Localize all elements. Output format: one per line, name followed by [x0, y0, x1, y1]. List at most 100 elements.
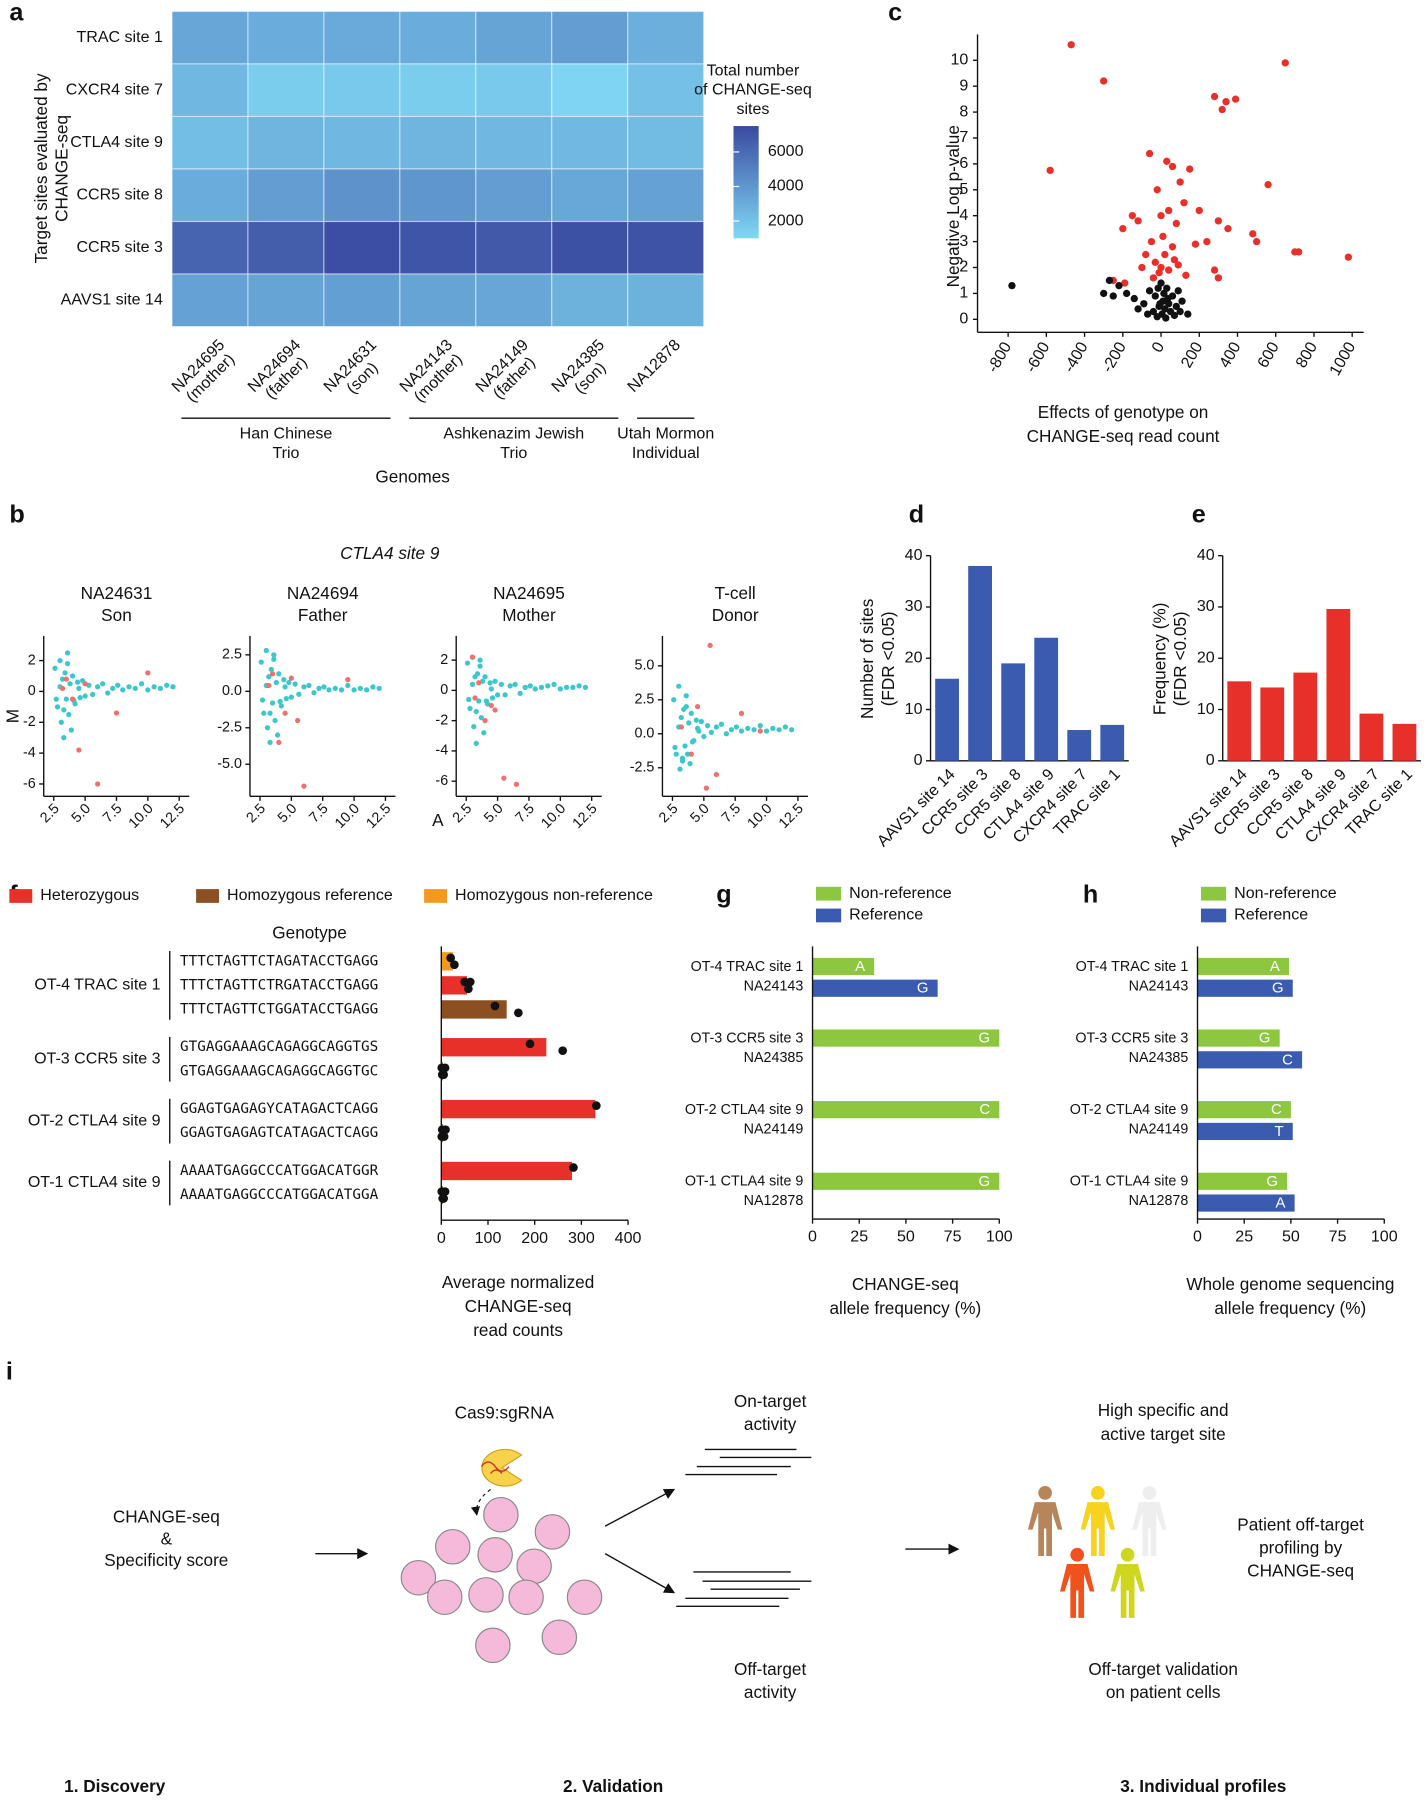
heatmap-cell: [171, 63, 249, 118]
data-point: [450, 960, 459, 970]
scatter-point: [1156, 300, 1164, 308]
scatter-point: [76, 685, 82, 691]
sequence: GGAGTGAGAGYCATAGACTCAGG: [180, 1101, 378, 1117]
heatmap-cell: [627, 115, 705, 170]
cell: [508, 1579, 544, 1615]
scatter-point: [1214, 274, 1223, 282]
scatter-point: [288, 694, 294, 700]
scatter-point: [157, 685, 164, 691]
scatter-point: [52, 665, 58, 671]
scatter-point: [1264, 180, 1272, 189]
scatter-point: [689, 739, 696, 745]
row-label: CCR5 site 3: [76, 238, 163, 256]
outcome-label: Off-target: [734, 1659, 806, 1679]
scatter-point: [64, 661, 71, 667]
x-tick-label: -200: [1098, 339, 1130, 376]
scatter-point: [64, 650, 71, 656]
cell: [566, 1579, 603, 1615]
step-text: active target site: [1101, 1424, 1226, 1444]
heatmap-cell: [323, 63, 401, 118]
sequence: TTTCTAGTTCTGGATACCTGAGG: [180, 1001, 378, 1017]
panel-title: NA24695: [493, 583, 565, 603]
scatter-point: [271, 652, 277, 658]
scatter-point: [763, 728, 770, 734]
x-tick-label: 100: [986, 1228, 1013, 1246]
scatter-point: [1161, 305, 1169, 313]
scatter-point: [1142, 250, 1150, 259]
row-label: CTLA4 site 9: [70, 133, 163, 151]
scatter-point: [54, 704, 61, 710]
scatter-point: [311, 690, 317, 696]
scatter-point: [1147, 237, 1156, 246]
x-axis-title: A: [432, 810, 444, 830]
human-icon: [1060, 1547, 1095, 1618]
scatter-point: [472, 695, 478, 701]
legend-swatch: [9, 889, 33, 903]
y-tick-label: 1: [959, 284, 968, 302]
y-tick-label: 5.0: [635, 658, 655, 674]
y-axis-title: Frequency (%): [1149, 603, 1169, 716]
scatter-point: [492, 707, 498, 713]
group-label: OT-4 TRAC site 1: [34, 976, 160, 994]
x-tick-label: 7.5: [513, 801, 538, 826]
sequence: TTTCTAGTTCTAGATACCTGAGG: [180, 953, 378, 969]
scatter-point: [1153, 186, 1161, 194]
scatter-point: [267, 710, 273, 716]
panel-title: Mother: [502, 605, 556, 625]
bar: [1001, 663, 1026, 761]
heatmap-cell: [475, 220, 553, 275]
scatter-point: [1154, 284, 1162, 292]
heatmap-cell: [627, 63, 705, 118]
bar: [441, 1161, 573, 1181]
x-tick-label: 200: [521, 1229, 548, 1247]
data-point: [446, 953, 455, 963]
scatter-point: [563, 684, 570, 690]
scatter-point: [684, 751, 691, 757]
x-tick-label: 400: [615, 1229, 642, 1247]
heatmap-cell: [399, 10, 477, 65]
scatter-point: [707, 642, 713, 649]
bar: [1197, 1172, 1288, 1190]
heatmap-cell: [323, 115, 401, 170]
scatter-point: [76, 747, 82, 753]
scatter-point: [67, 681, 73, 687]
x-axis-title: Effects of genotype on: [1038, 402, 1209, 422]
scatter-point: [264, 725, 271, 731]
arrow: [470, 1489, 491, 1516]
scatter-point: [1186, 165, 1194, 173]
cell: [475, 1627, 511, 1664]
scatter-point: [170, 684, 176, 690]
y-axis-title: M: [2, 709, 22, 723]
sequence: AAAATGAGGCCCATGGACATGGR: [180, 1163, 379, 1179]
scatter-point: [69, 673, 76, 679]
panel-letter: g: [716, 881, 731, 909]
y-tick-label: 10: [1197, 700, 1215, 718]
scatter-point: [282, 710, 288, 716]
x-tick-label: 12.5: [570, 801, 601, 832]
x-tick-label: 5.0: [687, 801, 712, 826]
scatter-point: [1122, 289, 1131, 298]
x-tick-label: 25: [1235, 1228, 1253, 1246]
y-tick-label: 40: [905, 546, 923, 564]
heatmap-cell: [627, 273, 705, 328]
scatter-point: [492, 678, 498, 684]
scatter-point: [283, 695, 289, 702]
x-tick-label: 10.0: [744, 801, 775, 832]
step-text: Specificity score: [104, 1550, 228, 1570]
scatter-point: [272, 717, 278, 724]
heatmap-cell: [551, 10, 629, 65]
category-label: NA24149: [744, 1122, 804, 1138]
scatter-point: [267, 739, 273, 745]
data-point: [525, 1039, 535, 1049]
panel-letter: h: [1083, 881, 1098, 909]
legend-label: Non-reference: [1234, 884, 1337, 902]
scatter-point: [1109, 292, 1117, 300]
allele-label: G: [1259, 1031, 1271, 1047]
y-tick-label: 2.5: [222, 647, 242, 663]
heatmap-cell: [627, 220, 705, 275]
step-text: Patient off-target: [1237, 1515, 1364, 1535]
category-label: OT-1 CTLA4 site 9: [685, 1174, 804, 1190]
colorbar-tick-label: 6000: [768, 142, 804, 160]
x-tick-label: 7.5: [719, 801, 744, 826]
scatter-point: [488, 686, 494, 692]
